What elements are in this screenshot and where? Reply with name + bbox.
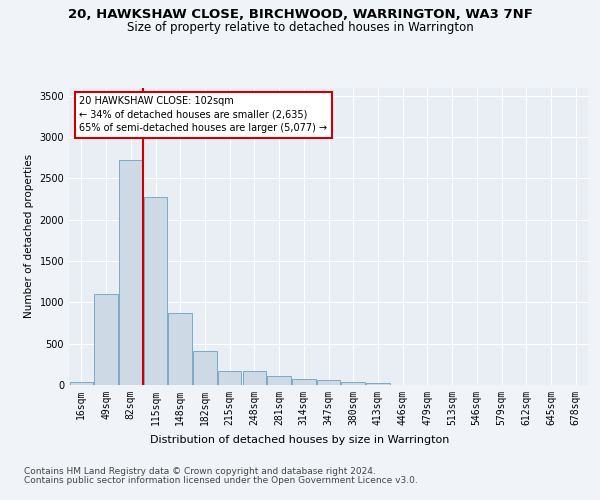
Bar [292, 379, 316, 385]
Bar [119, 160, 143, 385]
Bar [242, 370, 266, 385]
Text: Contains HM Land Registry data © Crown copyright and database right 2024.: Contains HM Land Registry data © Crown c… [24, 467, 376, 476]
Bar [317, 380, 340, 385]
Text: 20, HAWKSHAW CLOSE, BIRCHWOOD, WARRINGTON, WA3 7NF: 20, HAWKSHAW CLOSE, BIRCHWOOD, WARRINGTO… [68, 8, 532, 20]
Text: 20 HAWKSHAW CLOSE: 102sqm
← 34% of detached houses are smaller (2,635)
65% of se: 20 HAWKSHAW CLOSE: 102sqm ← 34% of detac… [79, 96, 328, 133]
Text: Contains public sector information licensed under the Open Government Licence v3: Contains public sector information licen… [24, 476, 418, 485]
Y-axis label: Number of detached properties: Number of detached properties [24, 154, 34, 318]
Bar [341, 382, 365, 385]
Bar [268, 376, 291, 385]
Bar [193, 351, 217, 385]
Bar [94, 294, 118, 385]
Bar [169, 313, 192, 385]
Text: Size of property relative to detached houses in Warrington: Size of property relative to detached ho… [127, 21, 473, 34]
Bar [144, 196, 167, 385]
Bar [70, 382, 93, 385]
Bar [366, 382, 389, 385]
Bar [218, 370, 241, 385]
Text: Distribution of detached houses by size in Warrington: Distribution of detached houses by size … [151, 435, 449, 445]
